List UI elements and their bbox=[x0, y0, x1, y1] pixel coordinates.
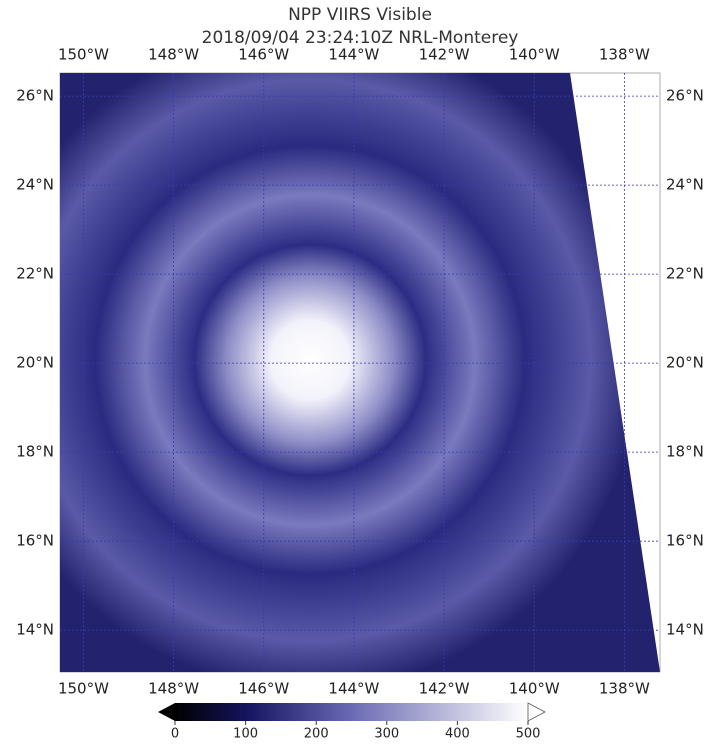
lon-label-bottom: 142°W bbox=[419, 680, 470, 698]
lat-label-left: 22°N bbox=[16, 265, 54, 283]
colorbar-tick-label: 300 bbox=[374, 727, 399, 742]
lat-label-right: 26°N bbox=[666, 87, 704, 105]
colorbar-ticks: 0 100 200 300 400 500 bbox=[171, 721, 541, 742]
lon-label-bottom: 146°W bbox=[238, 680, 289, 698]
lon-label-bottom: 148°W bbox=[148, 680, 199, 698]
lat-label-right: 14°N bbox=[666, 621, 704, 639]
lon-label-top: 150°W bbox=[58, 46, 109, 64]
colorbar-tick-label: 200 bbox=[304, 727, 329, 742]
lat-label-left: 18°N bbox=[16, 443, 54, 461]
graticule-labels: 150°W 150°W 148°W 148°W 146°W 146°W 144°W 144°W… bbox=[16, 46, 704, 698]
lat-label-left: 16°N bbox=[16, 532, 54, 550]
lat-label-right: 22°N bbox=[666, 265, 704, 283]
lon-label-top: 146°W bbox=[238, 46, 289, 64]
lon-label-top: 140°W bbox=[509, 46, 560, 64]
colorbar-tick-label: 400 bbox=[445, 727, 470, 742]
colorbar-tick-label: 500 bbox=[516, 727, 541, 742]
title: NPP VIIRS Visible bbox=[288, 5, 432, 25]
lon-label-bottom: 138°W bbox=[599, 680, 650, 698]
lat-label-left: 26°N bbox=[16, 87, 54, 105]
lat-label-right: 16°N bbox=[666, 532, 704, 550]
colorbar-tick-label: 100 bbox=[233, 727, 258, 742]
lon-label-bottom: 144°W bbox=[328, 680, 379, 698]
colorbar-extend-high bbox=[527, 702, 546, 722]
lon-label-bottom: 140°W bbox=[509, 680, 560, 698]
lon-label-top: 138°W bbox=[599, 46, 650, 64]
graticule bbox=[60, 73, 660, 672]
lat-label-left: 14°N bbox=[16, 621, 54, 639]
lat-label-right: 20°N bbox=[666, 354, 704, 372]
lon-label-top: 144°W bbox=[328, 46, 379, 64]
subtitle: 2018/09/04 23:24:10Z NRL-Monterey bbox=[202, 28, 519, 48]
lon-label-top: 148°W bbox=[148, 46, 199, 64]
lon-label-bottom: 150°W bbox=[58, 680, 109, 698]
colorbar-extend-low bbox=[158, 703, 175, 721]
lat-label-right: 18°N bbox=[666, 443, 704, 461]
colorbar bbox=[175, 703, 528, 721]
satellite-image bbox=[60, 73, 660, 672]
lat-label-left: 24°N bbox=[16, 176, 54, 194]
lat-label-right: 24°N bbox=[666, 176, 704, 194]
colorbar-tick-label: 0 bbox=[171, 727, 179, 742]
lat-label-left: 20°N bbox=[16, 354, 54, 372]
lon-label-top: 142°W bbox=[419, 46, 470, 64]
